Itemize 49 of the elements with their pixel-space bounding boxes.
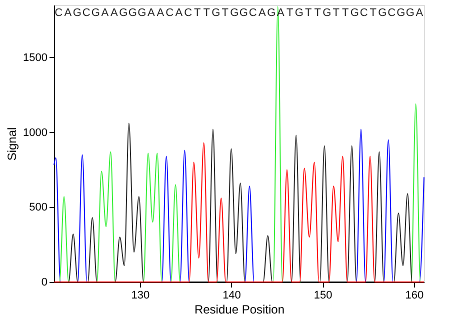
- annotation: A: [110, 7, 118, 19]
- annotation: G: [128, 7, 137, 19]
- y-tick-label: 1500: [23, 52, 48, 64]
- annotation: T: [203, 7, 210, 19]
- annotation: T: [305, 7, 312, 19]
- annotation: A: [64, 7, 72, 19]
- annotation: G: [322, 7, 332, 19]
- x-axis-title: Residue Position: [194, 302, 285, 316]
- annotation: C: [388, 7, 396, 19]
- annotation: T: [342, 7, 350, 19]
- y-tick-label: 1000: [23, 126, 48, 139]
- x-tick-label: 160: [405, 290, 424, 302]
- annotation: T: [222, 7, 229, 19]
- annotation: C: [54, 7, 63, 19]
- annotation: G: [239, 7, 248, 19]
- annotation: C: [82, 7, 90, 19]
- annotation: T: [286, 7, 294, 19]
- annotation: G: [267, 7, 276, 19]
- y-tick-label: 500: [29, 202, 48, 214]
- y-tick-label: 0: [41, 276, 48, 288]
- annotation: T: [314, 7, 322, 19]
- annotation: C: [184, 7, 192, 19]
- annotation: A: [175, 7, 184, 19]
- y-axis-title: Signal: [5, 127, 20, 161]
- annotation: G: [91, 7, 100, 19]
- annotation: G: [138, 7, 146, 19]
- annotation: T: [370, 7, 377, 19]
- annotation: G: [350, 7, 359, 19]
- annotation: A: [258, 7, 266, 19]
- annotation: C: [360, 7, 368, 19]
- x-tick-label: 150: [314, 290, 332, 302]
- x-tick-label: 130: [131, 290, 150, 302]
- annotation: G: [406, 7, 414, 19]
- annotation: G: [294, 7, 304, 19]
- annotation: T: [194, 7, 202, 19]
- annotation: C: [248, 7, 257, 19]
- annotation: T: [332, 7, 340, 19]
- annotation: G: [212, 7, 220, 19]
- annotation: G: [72, 7, 82, 19]
- x-tick-label: 140: [222, 290, 241, 302]
- annotation: G: [396, 7, 406, 19]
- annotation: A: [416, 7, 424, 19]
- annotation: G: [230, 7, 239, 19]
- annotation: A: [156, 7, 165, 19]
- annotation: A: [101, 7, 110, 19]
- annotation: G: [119, 7, 128, 19]
- annotation: A: [147, 7, 156, 19]
- annotation: G: [378, 7, 387, 19]
- annotation: C: [166, 7, 174, 19]
